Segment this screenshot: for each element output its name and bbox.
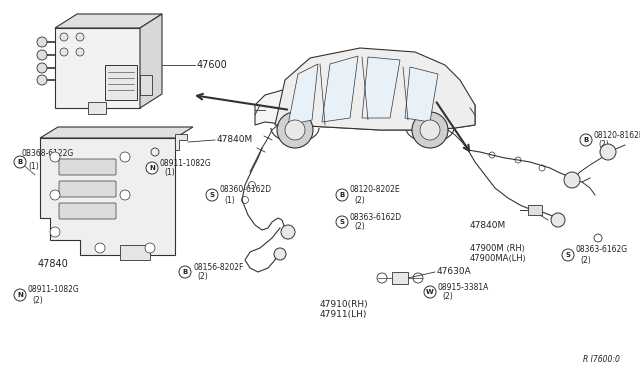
Text: 47600: 47600 [197, 60, 228, 70]
Text: R I7600:0: R I7600:0 [583, 356, 620, 365]
Circle shape [424, 286, 436, 298]
Text: (2): (2) [32, 295, 43, 305]
Circle shape [564, 172, 580, 188]
Circle shape [274, 248, 286, 260]
Text: (2): (2) [442, 292, 452, 301]
FancyBboxPatch shape [120, 245, 150, 260]
Text: 08363-6162G: 08363-6162G [576, 246, 628, 254]
FancyBboxPatch shape [59, 159, 116, 175]
Polygon shape [175, 134, 187, 150]
Text: W: W [426, 289, 434, 295]
Circle shape [37, 50, 47, 60]
Text: 08120-8202E: 08120-8202E [350, 186, 401, 195]
Circle shape [580, 134, 592, 146]
Text: 47900MA⟨LH⟩: 47900MA⟨LH⟩ [470, 253, 527, 263]
Text: 47911(LH): 47911(LH) [320, 311, 367, 320]
Polygon shape [255, 85, 475, 130]
FancyBboxPatch shape [105, 65, 137, 100]
Polygon shape [275, 48, 475, 130]
Text: 08120-8162E: 08120-8162E [594, 131, 640, 140]
Polygon shape [55, 14, 162, 28]
Text: 47840M: 47840M [470, 221, 506, 230]
Text: 08915-3381A: 08915-3381A [438, 282, 490, 292]
Text: (2): (2) [598, 141, 609, 150]
Text: N: N [149, 165, 155, 171]
Text: B: B [584, 137, 589, 143]
Circle shape [206, 189, 218, 201]
Circle shape [281, 225, 295, 239]
Circle shape [50, 227, 60, 237]
Text: 0B368-6122G: 0B368-6122G [22, 148, 74, 157]
FancyBboxPatch shape [140, 75, 152, 95]
FancyBboxPatch shape [88, 102, 106, 114]
Circle shape [14, 156, 26, 168]
Text: 08363-6162D: 08363-6162D [350, 212, 402, 221]
Polygon shape [40, 138, 175, 255]
Circle shape [37, 75, 47, 85]
Circle shape [285, 120, 305, 140]
Text: 08360-6162D: 08360-6162D [220, 186, 272, 195]
Circle shape [60, 48, 68, 56]
Text: 08156-8202F: 08156-8202F [193, 263, 243, 272]
Text: (1): (1) [28, 162, 39, 171]
Text: B: B [182, 269, 188, 275]
Circle shape [562, 249, 574, 261]
Circle shape [336, 189, 348, 201]
Polygon shape [288, 64, 318, 125]
Text: 08911-1082G: 08911-1082G [28, 285, 80, 295]
Circle shape [146, 162, 158, 174]
FancyBboxPatch shape [59, 203, 116, 219]
Circle shape [37, 63, 47, 73]
Circle shape [412, 112, 448, 148]
Text: (2): (2) [197, 273, 208, 282]
Text: S: S [339, 219, 344, 225]
Circle shape [50, 152, 60, 162]
Circle shape [551, 213, 565, 227]
Polygon shape [405, 67, 438, 122]
Circle shape [76, 33, 84, 41]
Circle shape [336, 216, 348, 228]
Text: 08911-1082G: 08911-1082G [160, 158, 212, 167]
Circle shape [14, 289, 26, 301]
Circle shape [95, 243, 105, 253]
Circle shape [277, 112, 313, 148]
Text: (1): (1) [164, 167, 175, 176]
Circle shape [37, 37, 47, 47]
Text: (2): (2) [354, 196, 365, 205]
Circle shape [179, 266, 191, 278]
Polygon shape [40, 127, 193, 138]
Circle shape [60, 33, 68, 41]
Polygon shape [322, 56, 358, 122]
Polygon shape [362, 57, 400, 118]
Circle shape [145, 243, 155, 253]
Circle shape [76, 48, 84, 56]
Text: (1): (1) [224, 196, 235, 205]
Text: 47910(RH): 47910(RH) [320, 301, 369, 310]
FancyBboxPatch shape [528, 205, 542, 215]
Polygon shape [55, 28, 140, 108]
FancyBboxPatch shape [392, 272, 408, 284]
Text: B: B [339, 192, 344, 198]
Text: S: S [566, 252, 570, 258]
Polygon shape [140, 14, 162, 108]
Circle shape [120, 152, 130, 162]
FancyBboxPatch shape [59, 181, 116, 197]
Text: 47900M ⟨RH⟩: 47900M ⟨RH⟩ [470, 244, 525, 253]
Circle shape [600, 144, 616, 160]
Text: (2): (2) [354, 222, 365, 231]
Text: S: S [209, 192, 214, 198]
Text: (2): (2) [580, 256, 591, 264]
Text: 47630A: 47630A [437, 267, 472, 276]
Circle shape [120, 190, 130, 200]
Circle shape [50, 190, 60, 200]
Text: 47840M: 47840M [217, 135, 253, 144]
Text: N: N [17, 292, 23, 298]
Text: 47840: 47840 [38, 259, 68, 269]
Circle shape [420, 120, 440, 140]
Text: B: B [17, 159, 22, 165]
